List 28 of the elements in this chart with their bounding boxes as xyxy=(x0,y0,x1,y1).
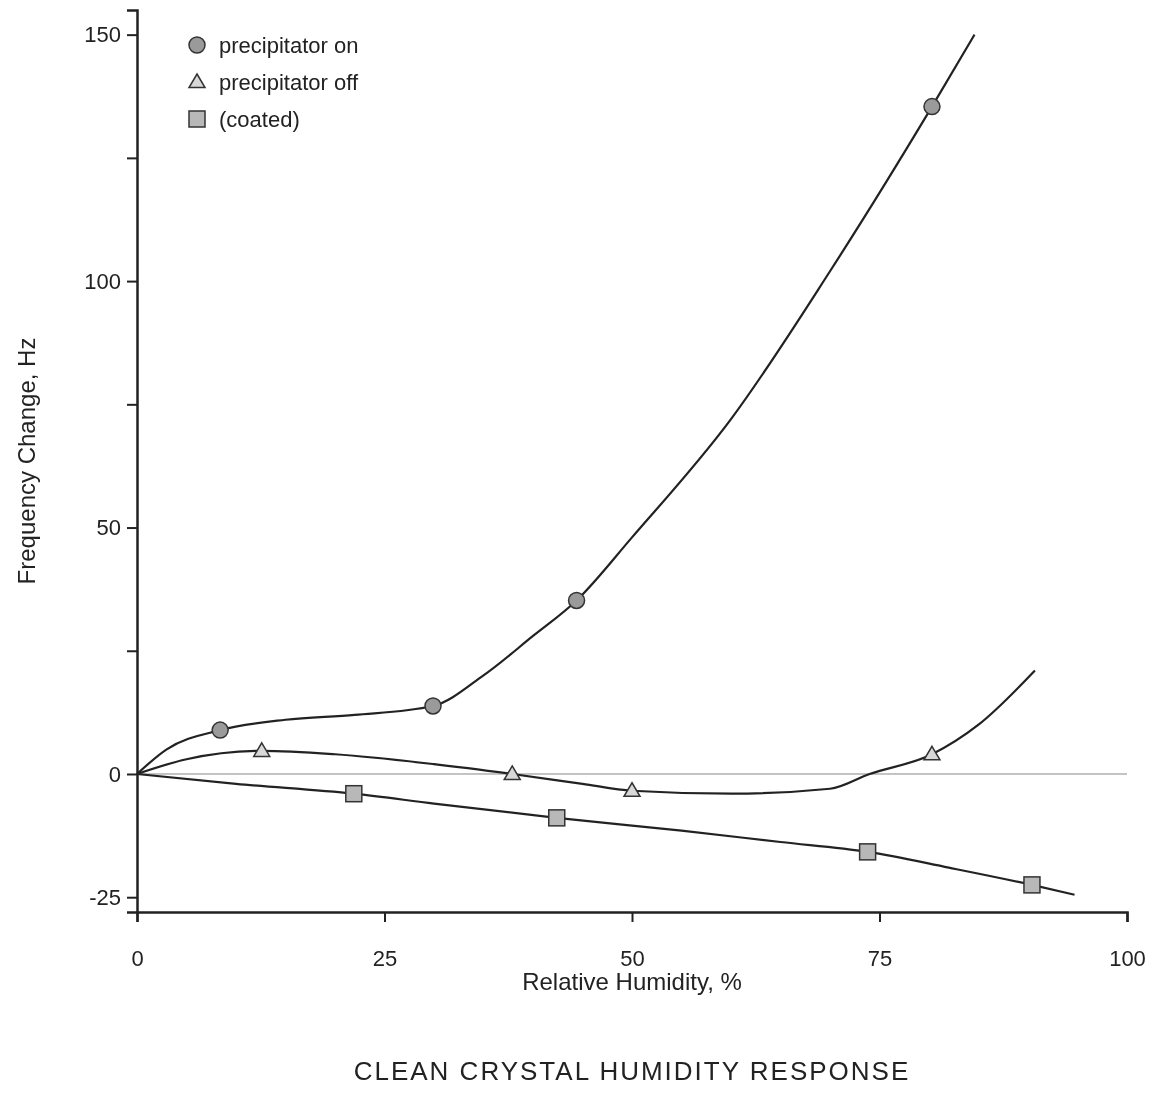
x-tick-label: 50 xyxy=(620,945,645,971)
x-tick-label: 100 xyxy=(1109,945,1146,971)
legend-label: precipitator off xyxy=(219,70,359,95)
text: CLEAN CRYSTAL HUMIDITY RESPONSE xyxy=(353,1056,911,1086)
point xyxy=(424,697,442,715)
y-axis-title: Frequency Change, Hz xyxy=(13,337,40,585)
point xyxy=(858,843,877,861)
point xyxy=(503,765,521,781)
x-tick-label: 0 xyxy=(131,945,144,971)
point xyxy=(623,782,641,798)
y-tick-label: -25 xyxy=(89,884,121,910)
y-tick-label: 150 xyxy=(84,22,121,48)
legend-label: (coated) xyxy=(219,107,300,132)
x-tick-label: 25 xyxy=(372,945,398,971)
point xyxy=(923,97,941,116)
point xyxy=(567,591,586,610)
y-tick-label: 50 xyxy=(96,515,121,541)
x-axis-title: Relative Humidity, % xyxy=(522,968,742,995)
point xyxy=(548,809,566,827)
point xyxy=(252,742,271,758)
point xyxy=(345,784,363,803)
point xyxy=(211,721,229,739)
y-tick-label: 0 xyxy=(108,761,121,787)
point xyxy=(923,745,941,761)
legend-label: precipitator on xyxy=(219,33,359,58)
y-tick-label: 100 xyxy=(84,268,121,294)
x-tick-label: 75 xyxy=(867,945,893,971)
point xyxy=(1023,876,1041,894)
